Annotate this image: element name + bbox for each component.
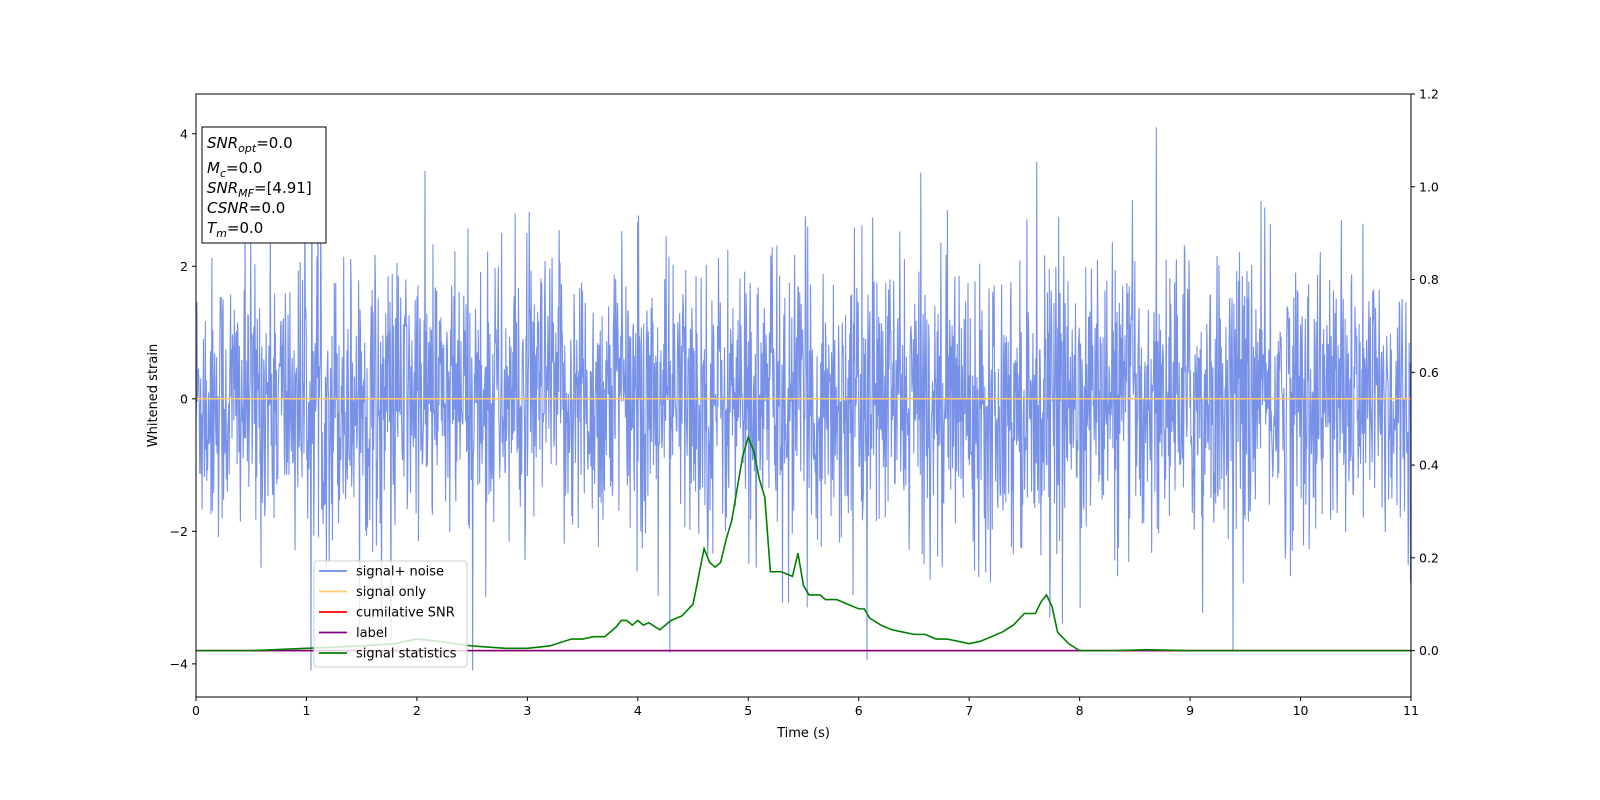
- y-axis-right: 1.2 1.0 0.8 0.6 0.4 0.2 0.0: [1411, 87, 1439, 658]
- y2-tick-label: 0.4: [1419, 458, 1439, 473]
- y2-tick-label: 0.0: [1419, 643, 1439, 658]
- info-line: SNRMF=[4.91]: [207, 179, 312, 200]
- x-axis-label: Time (s): [776, 726, 830, 741]
- y-tick-label: −4: [170, 656, 188, 671]
- x-tick-label: 2: [413, 703, 421, 718]
- y-tick-label: 4: [180, 126, 188, 141]
- x-tick-label: 9: [1186, 703, 1194, 718]
- x-tick-label: 8: [1076, 703, 1084, 718]
- info-line: CSNR=0.0: [207, 199, 285, 217]
- signal-noise-line: [196, 127, 1411, 671]
- info-line: Mc=0.0: [207, 159, 262, 180]
- y2-tick-label: 1.2: [1419, 87, 1439, 102]
- legend-label: signal+ noise: [356, 565, 444, 580]
- y2-tick-label: 0.6: [1419, 365, 1439, 380]
- x-tick-label: 7: [965, 703, 973, 718]
- signal-statistics-line: [196, 434, 1411, 652]
- y-axis-left: 4 2 0 −2 −4: [170, 126, 196, 671]
- y2-tick-label: 0.2: [1419, 550, 1439, 565]
- legend-label: signal only: [356, 585, 426, 600]
- y-tick-label: −2: [170, 524, 188, 539]
- plot-frame: [195, 93, 1412, 698]
- x-tick-label: 3: [523, 703, 531, 718]
- y-tick-label: 2: [180, 259, 188, 274]
- x-tick-label: 11: [1403, 703, 1419, 718]
- legend: signal+ noise signal only cumilative SNR la…: [313, 560, 468, 668]
- x-tick-label: 6: [855, 703, 863, 718]
- legend-label: cumilative SNR: [356, 606, 455, 621]
- legend-frame: [313, 560, 468, 668]
- legend-label: label: [356, 626, 387, 641]
- y-tick-label: 0: [180, 391, 188, 406]
- x-tick-label: 4: [634, 703, 642, 718]
- x-tick-label: 0: [192, 703, 200, 718]
- y2-tick-label: 0.8: [1419, 272, 1439, 287]
- y2-tick-label: 1.0: [1419, 179, 1439, 194]
- x-tick-label: 5: [744, 703, 752, 718]
- x-tick-label: 10: [1293, 703, 1309, 718]
- info-line: SNRopt=0.0: [207, 134, 293, 155]
- legend-label: signal statistics: [356, 647, 457, 662]
- y-axis-label: Whitened strain: [146, 344, 161, 447]
- info-box-frame: [201, 126, 327, 244]
- x-tick-label: 1: [302, 703, 310, 718]
- x-axis: 0 1 2 3 4 5 6 7 8 9 10 11: [192, 697, 1419, 718]
- signal-noise-series: [196, 127, 1411, 671]
- info-line: Tm=0.0: [207, 219, 263, 240]
